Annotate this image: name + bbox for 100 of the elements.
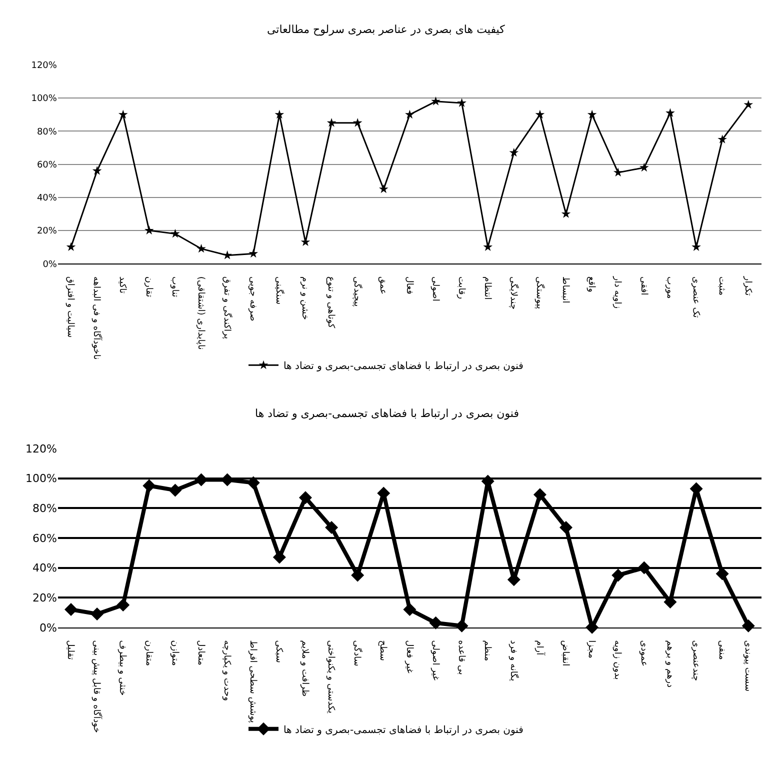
x-tick-label: تکرار	[742, 275, 752, 296]
point	[612, 568, 625, 582]
point	[560, 520, 573, 534]
x-tick-label: سطح	[378, 640, 388, 661]
point	[116, 598, 130, 612]
point	[744, 100, 754, 109]
x-tick-label: پوشش سطحی افراط	[247, 640, 258, 724]
x-tick-label: افقی	[638, 276, 648, 296]
point	[587, 110, 597, 119]
point	[246, 476, 260, 490]
point	[638, 561, 651, 574]
point	[716, 567, 729, 580]
x-tick-label: سنگینی	[274, 276, 286, 305]
x-tick-label: مجزا	[586, 640, 596, 658]
x-tick-label: سست پیوندی	[742, 640, 752, 692]
x-tick-label: متقارن	[143, 640, 154, 666]
x-tick-label: منفی	[716, 640, 726, 660]
x-tick-label: فعال	[404, 276, 414, 294]
y-tick-label: 100%	[26, 472, 57, 486]
x-tick-label: تقلیل	[65, 640, 76, 660]
point	[92, 166, 102, 175]
x-tick-label: سادگی	[352, 640, 364, 666]
x-tick-label: متعادل	[195, 640, 206, 666]
point	[613, 168, 623, 177]
point	[535, 110, 545, 119]
legend-label: فنون بصری در ارتباط با فضاهای تجسمی-بصری و تضاد ها	[284, 724, 524, 736]
y-tick-label: 40%	[36, 194, 58, 204]
point	[431, 96, 440, 106]
x-tick-label: عمق	[378, 276, 388, 294]
point	[457, 98, 466, 108]
x-tick-label: یکدستی و یکنواختی	[326, 640, 336, 714]
y-tick-label: 60%	[36, 160, 58, 170]
y-tick-label: 100%	[31, 94, 58, 104]
x-tick-label: ناپایداری (اشتقاقی)	[195, 276, 206, 350]
y-tick-label: 0%	[40, 621, 57, 634]
point	[144, 226, 154, 234]
point	[666, 108, 675, 117]
x-tick-label: یگانه و فرد	[508, 640, 520, 682]
x-tick-label: انبساط	[560, 276, 570, 304]
x-tick-label: تقارن	[143, 276, 154, 298]
x-tick-label: عمودی	[638, 640, 648, 666]
x-tick-label: متوازن	[169, 640, 180, 666]
point	[352, 118, 362, 127]
x-tick-label: انتظام	[482, 276, 492, 300]
x-tick-label: سبکی	[274, 640, 284, 663]
x-tick-label: خشن و نرم	[300, 276, 310, 320]
x-tick-label: سیالیت و افتراق	[65, 276, 76, 338]
x-tick-label: چندعنصری	[690, 640, 700, 682]
x-tick-label: واقع	[586, 276, 596, 292]
point	[351, 568, 364, 582]
y-tick-label: 80%	[36, 127, 58, 138]
x-tick-label: غیر اصولی	[430, 640, 440, 681]
point	[403, 603, 416, 616]
y-tick-label: 40%	[32, 562, 57, 575]
point	[118, 110, 128, 119]
point	[483, 242, 493, 252]
point	[640, 162, 649, 172]
point	[222, 250, 232, 260]
point	[326, 118, 336, 127]
point	[325, 520, 338, 534]
point	[561, 209, 571, 218]
point	[664, 596, 677, 609]
y-tick-label: 20%	[36, 226, 58, 237]
x-tick-label: اصولی	[430, 276, 440, 302]
x-tick-label: پیچیدگی	[352, 276, 364, 308]
x-tick-label: منظم	[482, 640, 492, 662]
x-tick-label: خنثی و بیطرف	[117, 640, 128, 696]
point	[66, 242, 76, 252]
point	[64, 603, 78, 616]
x-tick-label: بدون زاویه	[612, 640, 622, 680]
point	[405, 110, 414, 119]
chart-title: فنون بصری در ارتباط با فضاهای تجسمی-بصری و تضاد ها	[255, 407, 519, 420]
point	[429, 616, 442, 630]
point	[168, 484, 182, 497]
point	[509, 148, 519, 157]
y-tick-label: 120%	[31, 61, 58, 72]
legend-label: فنون بصری در ارتباط با فضاهای تجسمی-بصری و تضاد ها	[284, 361, 524, 372]
point	[90, 607, 104, 620]
y-tick-label: 20%	[32, 591, 57, 604]
point	[298, 491, 312, 504]
x-tick-label: چندلایگی	[508, 276, 520, 310]
y-tick-label: 0%	[42, 260, 58, 270]
x-tick-label: کوتاهی و تنوع	[326, 276, 336, 329]
chart-title: کیفیت های بصری در عناصر بصری سرلوح مطالعاتی	[267, 23, 506, 36]
y-tick-label: 80%	[32, 502, 57, 515]
point	[196, 244, 206, 253]
x-tick-label: مورب	[664, 276, 674, 299]
point	[170, 228, 180, 238]
point	[274, 110, 284, 119]
point	[718, 134, 727, 144]
point	[194, 473, 208, 486]
x-tick-label: بی قاعده	[456, 640, 466, 675]
y-tick-label: 60%	[32, 532, 57, 545]
point	[248, 248, 258, 258]
x-tick-label: انقباض	[560, 640, 570, 666]
x-tick-label: درهم و برهم	[664, 640, 674, 688]
x-tick-label: تاکید	[117, 276, 128, 294]
point	[533, 488, 546, 502]
x-tick-label: غیر فعال	[404, 640, 414, 674]
x-tick-label: آرام	[534, 640, 546, 656]
